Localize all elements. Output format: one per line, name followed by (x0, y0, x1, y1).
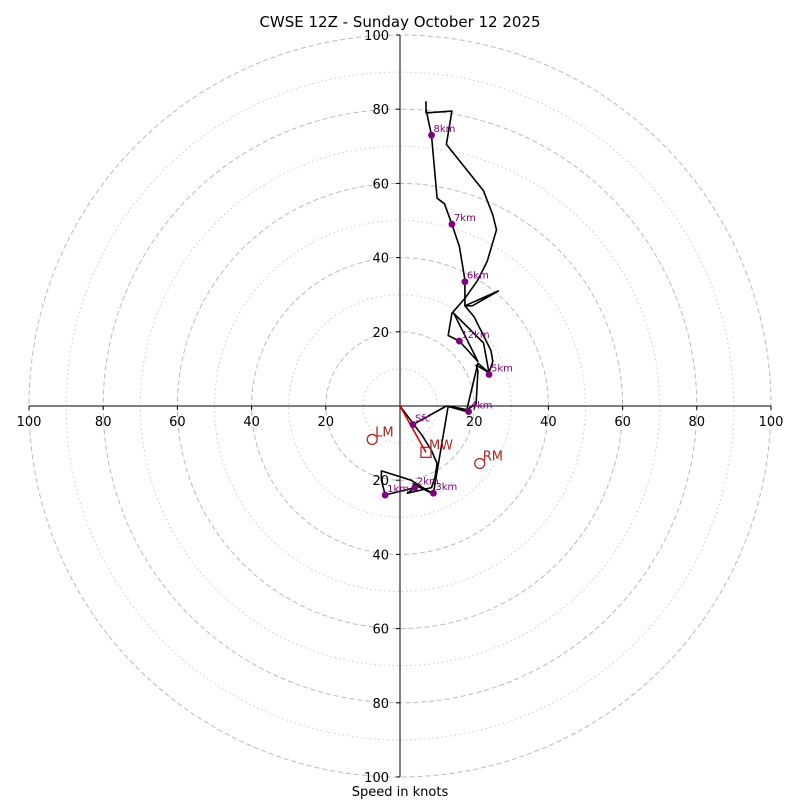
chart-title: CWSE 12Z - Sunday October 12 2025 (259, 13, 540, 31)
height-marker-2km (411, 484, 419, 492)
height-label-5km: 5km (491, 363, 513, 374)
right-mover-label: RM (483, 450, 503, 465)
y-tick-label-4: 20 (372, 326, 389, 341)
y-tick-label-2: 60 (372, 177, 389, 192)
x-tick-label-7: 60 (614, 415, 631, 430)
y-tick-label-0: 100 (364, 29, 389, 44)
x-tick-label-0: 100 (17, 415, 42, 430)
x-tick-label-4: 20 (318, 415, 335, 430)
mean-wind-marker (420, 446, 432, 459)
height-label-6km: 6km (467, 271, 489, 282)
left-mover-marker (366, 433, 378, 446)
x-tick-labels: 100 80 60 40 20 20 40 60 80 100 (17, 406, 784, 430)
height-marker-1km (381, 491, 389, 499)
height-marker-5km (485, 371, 493, 378)
left-mover-label: LM (375, 425, 393, 440)
height-label-sfc: Sfc (415, 414, 430, 425)
y-tick-label-6: 40 (372, 548, 389, 563)
height-marker-8km (428, 131, 435, 139)
storm-motion-markers: LM RM MW (366, 405, 503, 470)
height-marker-6km (461, 278, 469, 286)
x-tick-label-3: 40 (243, 415, 260, 430)
height-label-7km: 7km (454, 213, 476, 224)
hodograph-trace (380, 101, 500, 496)
x-axis-label: Speed in knots (352, 785, 449, 800)
shear-vector-line (399, 405, 427, 453)
height-label-3km: 3km (435, 482, 457, 493)
x-tick-label-5: 20 (466, 415, 483, 430)
y-tick-label-8: 80 (372, 697, 389, 712)
y-tick-label-5: 20 (372, 474, 389, 489)
height-label-4km: 4km (471, 401, 493, 412)
height-marker-12km (455, 337, 463, 345)
height-label-8km: 8km (434, 124, 456, 135)
height-marker-3km (429, 489, 437, 497)
y-tick-label-1: 80 (372, 103, 389, 118)
height-label-1km: 1km (387, 484, 409, 495)
y-tick-labels: 100 80 60 40 20 20 40 60 80 100 (364, 29, 400, 786)
x-tick-label-6: 40 (540, 415, 557, 430)
height-label-2km: 2km (417, 477, 439, 488)
x-tick-label-9: 100 (759, 415, 784, 430)
right-mover-marker (474, 457, 486, 470)
hodograph-line (380, 101, 500, 496)
mean-wind-label: MW (429, 438, 453, 453)
height-label-12km: 12km (461, 330, 489, 341)
y-tick-label-3: 40 (372, 252, 389, 267)
x-tick-label-8: 80 (689, 415, 706, 430)
x-tick-label-2: 60 (169, 415, 186, 430)
y-tick-label-7: 60 (372, 623, 389, 638)
height-marker-4km (465, 408, 473, 415)
x-tick-label-1: 80 (95, 415, 112, 430)
y-tick-label-9: 100 (364, 771, 389, 786)
height-marker-sfc (409, 421, 417, 428)
height-marker-7km (448, 220, 456, 228)
